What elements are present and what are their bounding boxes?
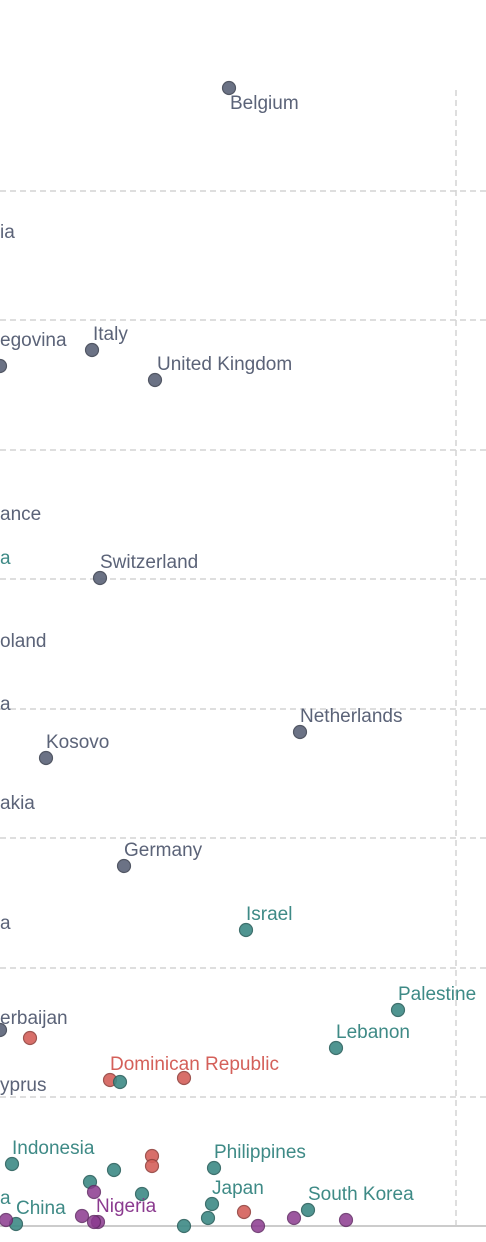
data-point <box>86 1214 102 1230</box>
point-label: Nigeria <box>96 1196 157 1217</box>
point-label: Switzerland <box>100 552 198 573</box>
data-point <box>22 1030 38 1046</box>
point-label: Kosovo <box>46 732 109 753</box>
data-point <box>200 1210 216 1226</box>
data-point <box>390 1002 406 1018</box>
data-point <box>0 358 8 374</box>
data-point <box>292 724 308 740</box>
data-point <box>116 858 132 874</box>
point-label: South Korea <box>308 1184 414 1205</box>
point-label: Indonesia <box>12 1138 95 1159</box>
gridlines <box>0 90 486 1227</box>
point-label: Lebanon <box>336 1022 410 1043</box>
data-point <box>204 1196 220 1212</box>
point-label: United Kingdom <box>157 354 292 375</box>
point-labels: Belgium ia Italy egovina United Kingdom ance a… <box>0 93 476 1219</box>
point-label: Japan <box>212 1178 264 1199</box>
point-label: a <box>0 548 11 569</box>
point-label: ia <box>0 222 15 243</box>
data-points <box>0 80 406 1234</box>
data-point <box>147 372 163 388</box>
point-label: a <box>0 913 11 934</box>
point-label: Dominican Republic <box>110 1054 279 1075</box>
point-label: erbaijan <box>0 1008 68 1029</box>
data-point <box>74 1208 90 1224</box>
data-point <box>250 1218 266 1234</box>
data-point <box>221 80 237 96</box>
data-point <box>176 1070 192 1086</box>
point-label: a <box>0 1188 11 1209</box>
data-point <box>92 570 108 586</box>
data-point <box>338 1212 354 1228</box>
point-label: Italy <box>93 324 128 345</box>
data-point <box>4 1156 20 1172</box>
data-point <box>236 1204 252 1220</box>
point-label: a <box>0 694 11 715</box>
data-point <box>134 1186 150 1202</box>
data-point <box>144 1158 160 1174</box>
data-point <box>286 1210 302 1226</box>
point-label: Netherlands <box>300 706 402 727</box>
data-point <box>38 750 54 766</box>
data-point <box>106 1162 122 1178</box>
data-point <box>112 1074 128 1090</box>
data-point <box>0 1212 14 1228</box>
point-label: Israel <box>246 904 292 925</box>
point-label: Palestine <box>398 984 476 1005</box>
point-label: Germany <box>124 840 203 861</box>
data-point <box>300 1202 316 1218</box>
point-label: oland <box>0 631 47 652</box>
data-point <box>328 1040 344 1056</box>
data-point <box>84 342 100 358</box>
point-label: Belgium <box>230 93 299 114</box>
point-label: ance <box>0 504 41 525</box>
point-label: yprus <box>0 1075 46 1096</box>
data-point <box>238 922 254 938</box>
point-label: China <box>16 1198 66 1219</box>
data-point <box>176 1218 192 1234</box>
point-label: akia <box>0 793 35 814</box>
data-point <box>86 1184 102 1200</box>
data-point <box>206 1160 222 1176</box>
point-label: Philippines <box>214 1142 306 1163</box>
data-point <box>0 1022 8 1038</box>
point-label: egovina <box>0 330 67 351</box>
